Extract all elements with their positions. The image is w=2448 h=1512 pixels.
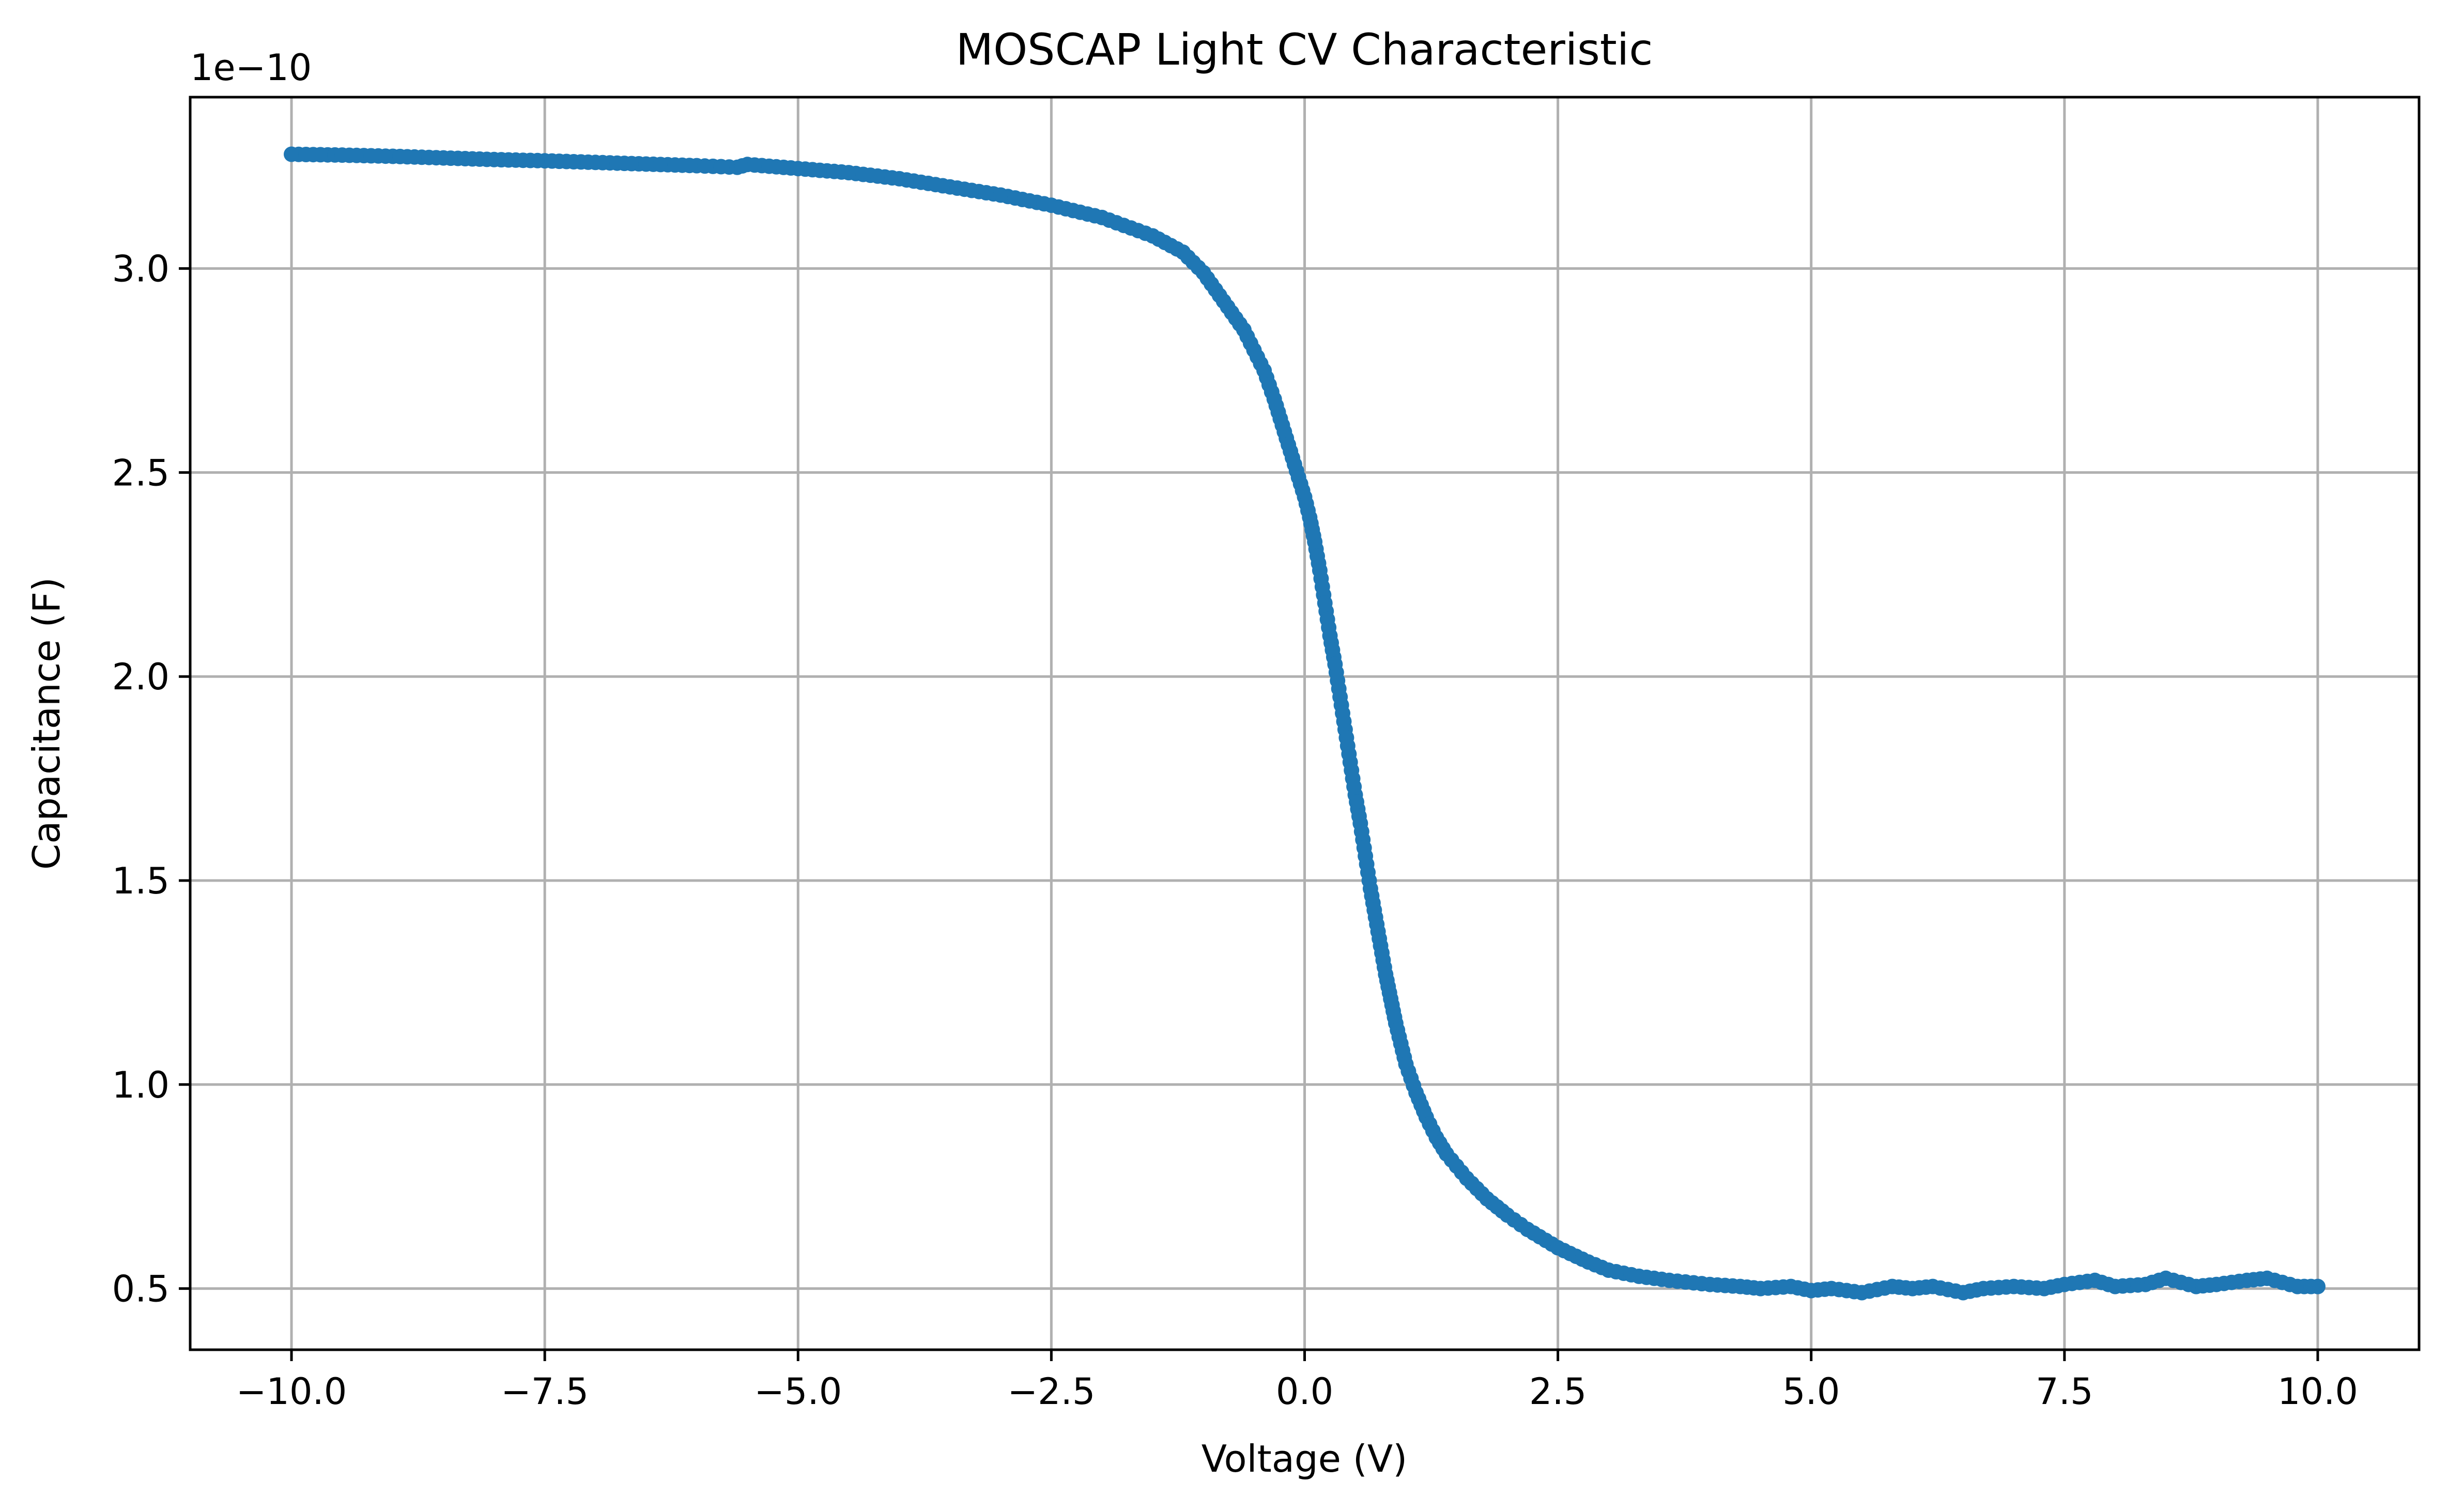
y-tick-label: 2.5: [112, 452, 170, 494]
y-tick-label: 0.5: [112, 1268, 170, 1310]
y-offset-label: 1e−10: [190, 47, 312, 89]
chart-title: MOSCAP Light CV Characteristic: [956, 24, 1653, 75]
y-tick-label: 2.0: [112, 656, 170, 698]
x-tick-label: −2.5: [1007, 1370, 1095, 1413]
y-axis-label: Capacitance (F): [25, 577, 68, 870]
data-point: [2310, 1279, 2326, 1294]
x-tick-label: 5.0: [1782, 1370, 1840, 1413]
y-tick-label: 1.5: [112, 860, 170, 902]
x-tick-label: −7.5: [501, 1370, 589, 1413]
x-tick-label: 2.5: [1529, 1370, 1587, 1413]
x-tick-label: −5.0: [754, 1370, 842, 1413]
y-tick-label: 3.0: [112, 248, 170, 290]
x-tick-label: −10.0: [236, 1370, 347, 1413]
x-tick-label: 7.5: [2036, 1370, 2093, 1413]
y-tick-label: 1.0: [112, 1064, 170, 1106]
x-tick-label: 10.0: [2277, 1370, 2358, 1413]
x-axis-label: Voltage (V): [1202, 1437, 1407, 1480]
x-tick-label: 0.0: [1276, 1370, 1333, 1413]
